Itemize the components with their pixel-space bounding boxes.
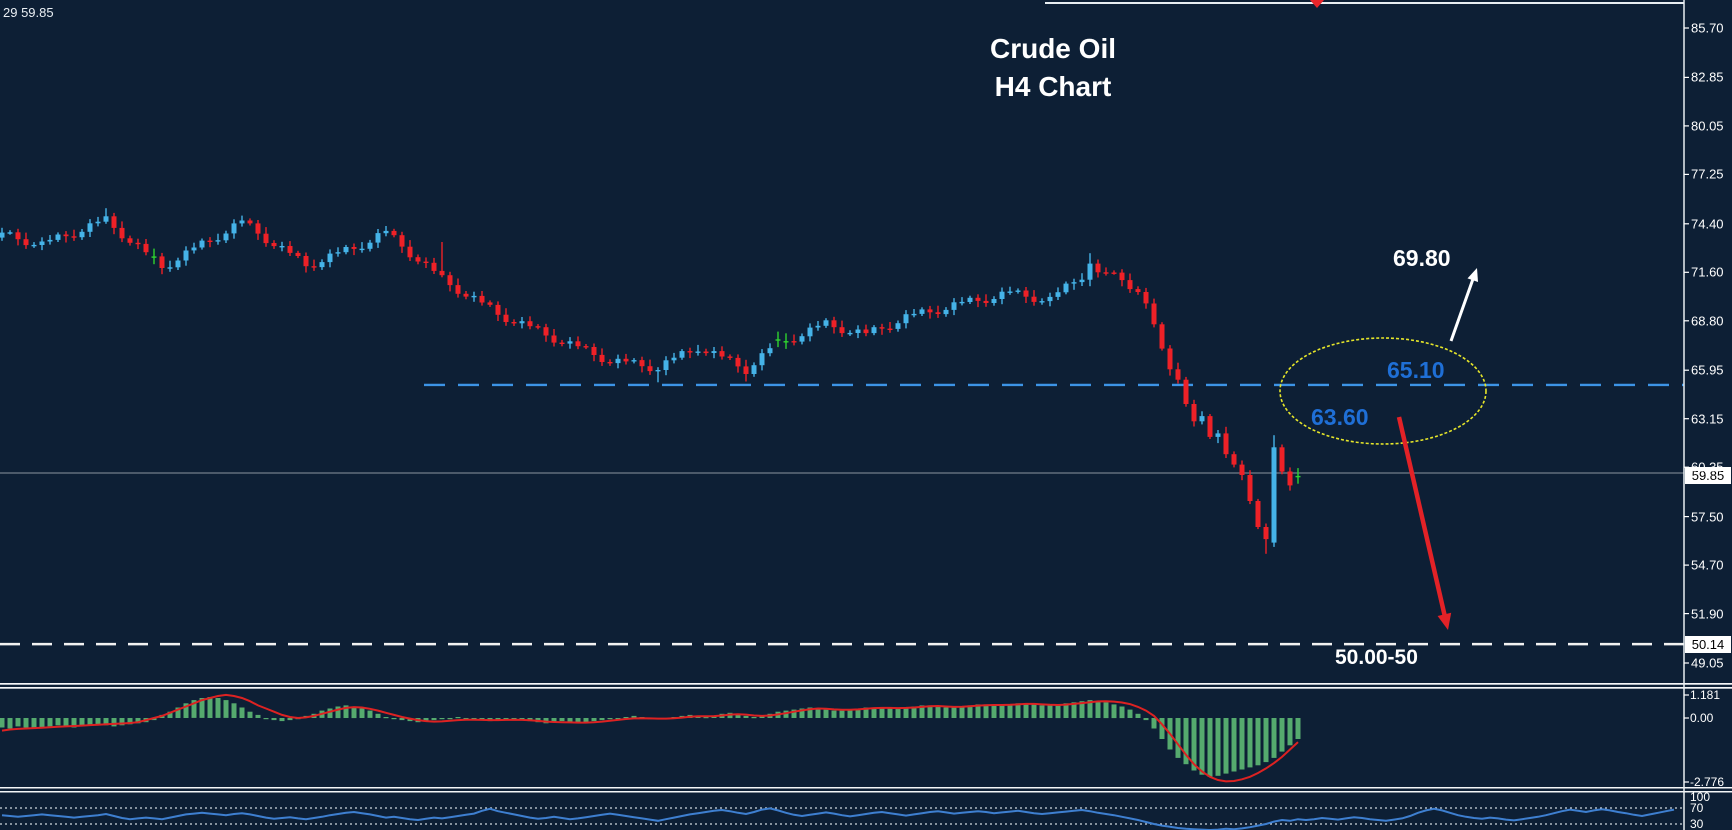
support-price-badge: 50.14 [1685, 636, 1731, 653]
support-level-label[interactable]: 63.60 [1311, 404, 1369, 430]
axis-tick-label: 74.40 [1691, 216, 1724, 232]
rsi-line [1, 807, 1675, 830]
target-up-label[interactable]: 69.80 [1393, 245, 1451, 271]
rsi-tick-label: 30 [1690, 817, 1704, 830]
axis-tick-label: 85.70 [1691, 20, 1724, 36]
resistance-level-label[interactable]: 65.10 [1387, 357, 1445, 383]
rsi-tick-label: 70 [1690, 801, 1704, 815]
ohlc-corner-info: 29 59.85 [3, 5, 54, 20]
macd-tick-label: 1.181 [1690, 688, 1721, 702]
axis-tick-label: 63.15 [1691, 411, 1724, 427]
up-arrow [1449, 278, 1475, 342]
axis-tick-label: 80.05 [1691, 118, 1724, 134]
chart-title-timeframe: H4 Chart [994, 71, 1112, 102]
macd-tick-label: 0.00 [1690, 711, 1714, 725]
axis-tick-label: 51.90 [1691, 606, 1724, 622]
down-arrow [1396, 416, 1448, 618]
macd-signal-line [1, 693, 1299, 783]
axis-tick-label: 57.50 [1691, 509, 1724, 525]
axis-tick-label: 77.25 [1691, 166, 1724, 182]
target-down-label[interactable]: 50.00-50 [1335, 646, 1418, 669]
axis-tick-label: 82.85 [1691, 69, 1724, 85]
chart-title-instrument: Crude Oil [989, 33, 1116, 64]
axis-tick-label: 54.70 [1691, 557, 1724, 573]
current-price-badge: 59.85 [1685, 467, 1731, 484]
chart-title: Crude Oil H4 Chart [853, 30, 1253, 106]
macd-tick-label: -2.776 [1690, 775, 1725, 789]
rsi-tick-label: 100 [1690, 790, 1711, 804]
axis-tick-label: 71.60 [1691, 264, 1724, 280]
axis-tick-label: 68.80 [1691, 313, 1724, 329]
consolidation-ellipse [1279, 337, 1487, 445]
axis-tick-label: 49.05 [1691, 655, 1724, 671]
axis-tick-label: 65.95 [1691, 362, 1724, 378]
top-red-marker [1310, 0, 1324, 8]
axis-tick-label: 60.35 [1691, 459, 1724, 475]
